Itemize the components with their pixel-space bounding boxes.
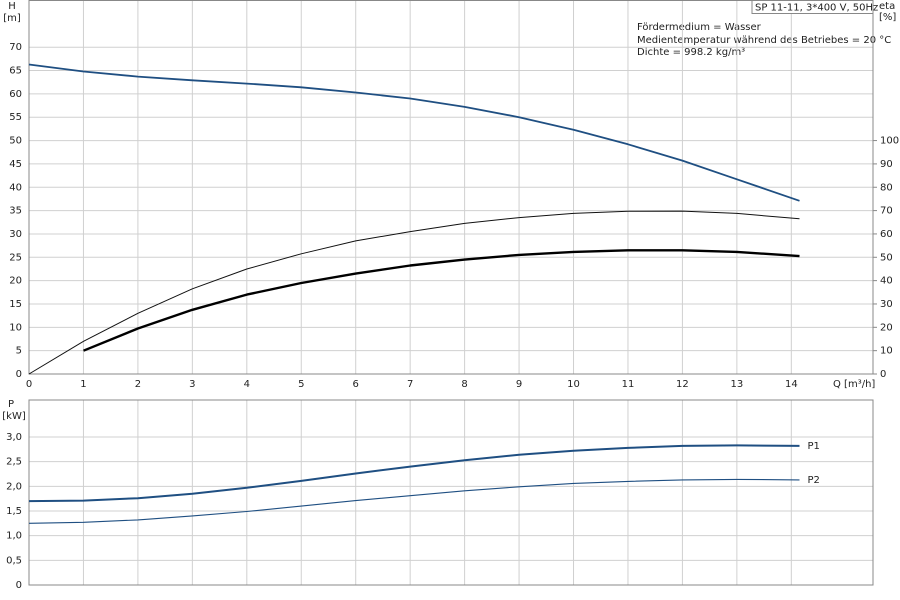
y2-tick-label: 90: [880, 159, 893, 170]
y-axis-label: H: [8, 1, 16, 12]
x-tick-label: 6: [353, 379, 359, 390]
x-tick-label: 7: [407, 379, 413, 390]
plot-frame: [28, 399, 874, 586]
y-tick-label: 10: [9, 322, 22, 333]
annotation: Dichte = 998.2 kg/m³: [637, 47, 745, 58]
series-label: P2: [807, 475, 819, 486]
y2-tick-label: 80: [880, 182, 893, 193]
info-box: [751, 0, 874, 14]
y-tick-label: 3,0: [6, 432, 22, 443]
y-tick-label: 0: [16, 369, 22, 380]
x-tick-label: 5: [298, 379, 304, 390]
y2-tick-label: 40: [880, 276, 893, 287]
y-axis-label: P: [8, 399, 14, 410]
y-tick-label: 2,5: [6, 457, 22, 468]
y-tick-label: 65: [9, 66, 22, 77]
plot-frame: [28, 0, 874, 375]
x-tick-label: 3: [189, 379, 195, 390]
curve: [83, 249, 800, 352]
y-tick-label: 25: [9, 252, 22, 263]
y2-tick-label: 100: [880, 136, 899, 147]
x-tick-label: 1: [80, 379, 86, 390]
x-tick-label: 8: [461, 379, 467, 390]
info-box-text: SP 11-11, 3*400 V, 50Hz: [755, 3, 878, 14]
x-tick-label: 11: [622, 379, 635, 390]
y2-tick-label: 60: [880, 229, 893, 240]
x-tick-label: 14: [785, 379, 798, 390]
x-tick-label: 9: [516, 379, 522, 390]
series-label: P1: [807, 441, 819, 452]
y-tick-label: 50: [9, 136, 22, 147]
x-tick-label: 13: [731, 379, 744, 390]
x-tick-label: 4: [244, 379, 250, 390]
y-tick-label: 60: [9, 89, 22, 100]
y-tick-label: 1,5: [6, 506, 22, 517]
curve: [28, 210, 800, 375]
y-tick-label: 45: [9, 159, 22, 170]
y-tick-label: 5: [16, 346, 22, 357]
y-axis-unit: [m]: [3, 13, 21, 24]
y-tick-label: 35: [9, 206, 22, 217]
y2-tick-label: 70: [880, 206, 893, 217]
y-tick-label: 1,0: [6, 531, 22, 542]
y2-tick-label: 20: [880, 322, 893, 333]
y-tick-label: 20: [9, 276, 22, 287]
curve: [28, 478, 800, 524]
y-tick-label: 70: [9, 42, 22, 53]
y-tick-label: 15: [9, 299, 22, 310]
curve: [28, 444, 800, 503]
annotation: Medientemperatur während des Betriebes =…: [637, 35, 891, 46]
y-tick-label: 2,0: [6, 481, 22, 492]
y-axis-unit: [kW]: [2, 411, 26, 422]
x-tick-label: 12: [676, 379, 689, 390]
x-axis-label: Q [m³/h]: [833, 379, 875, 390]
x-tick-label: 0: [26, 379, 32, 390]
x-tick-label: 2: [135, 379, 141, 390]
y2-tick-label: 30: [880, 299, 893, 310]
y-tick-label: 0: [16, 580, 22, 591]
y2-axis-label: eta: [879, 1, 895, 12]
y-tick-label: 55: [9, 112, 22, 123]
curve: [28, 63, 800, 202]
y2-tick-label: 10: [880, 346, 893, 357]
y-tick-label: 30: [9, 229, 22, 240]
y-tick-label: 0,5: [6, 555, 22, 566]
y2-tick-label: 0: [880, 369, 886, 380]
y2-tick-label: 50: [880, 252, 893, 263]
x-tick-label: 10: [567, 379, 580, 390]
y2-axis-unit: [%]: [879, 12, 896, 23]
y-tick-label: 40: [9, 182, 22, 193]
annotation: Fördermedium = Wasser: [637, 22, 762, 33]
